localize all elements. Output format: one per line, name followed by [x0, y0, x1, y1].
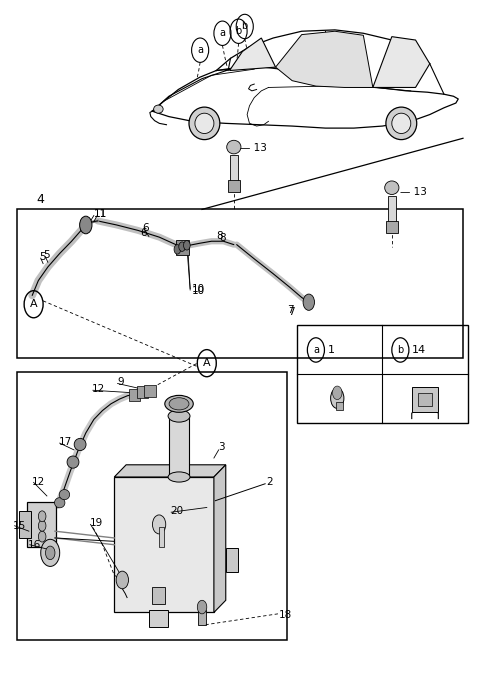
Bar [158, 527, 164, 548]
Text: A: A [30, 299, 37, 309]
Circle shape [38, 531, 46, 542]
Circle shape [46, 546, 55, 559]
Bar [176, 240, 189, 255]
Text: 7: 7 [288, 305, 294, 316]
Text: 7: 7 [288, 307, 295, 317]
Circle shape [153, 515, 166, 534]
Circle shape [197, 600, 207, 614]
Text: 3: 3 [219, 441, 225, 451]
Ellipse shape [331, 388, 344, 408]
Circle shape [116, 571, 129, 589]
Ellipse shape [392, 113, 411, 133]
Text: 17: 17 [59, 436, 72, 447]
Ellipse shape [168, 410, 190, 422]
Polygon shape [373, 37, 430, 87]
Bar [386, 221, 397, 233]
Text: 6: 6 [140, 228, 147, 238]
Text: 20: 20 [170, 506, 183, 516]
Ellipse shape [227, 140, 241, 154]
Text: 15: 15 [13, 520, 26, 531]
FancyBboxPatch shape [19, 511, 31, 538]
Text: — 13: — 13 [240, 143, 267, 154]
Text: 8: 8 [219, 233, 226, 243]
Ellipse shape [384, 181, 399, 195]
Bar [144, 385, 156, 397]
Bar [129, 389, 140, 401]
Circle shape [38, 511, 46, 522]
Text: 4: 4 [36, 193, 44, 206]
Text: 18: 18 [279, 609, 292, 619]
Text: 8: 8 [216, 232, 223, 242]
Ellipse shape [195, 113, 214, 133]
Ellipse shape [55, 498, 65, 508]
Text: 11: 11 [94, 209, 107, 219]
Bar [228, 180, 240, 193]
Circle shape [80, 217, 92, 234]
Text: 1: 1 [328, 345, 335, 355]
Text: a: a [219, 28, 226, 38]
FancyBboxPatch shape [412, 387, 438, 412]
Circle shape [41, 540, 60, 566]
Text: 14: 14 [412, 345, 426, 355]
Polygon shape [214, 465, 226, 613]
Text: 11: 11 [94, 209, 107, 219]
Text: — 13: — 13 [400, 187, 427, 197]
Text: 9: 9 [118, 377, 124, 387]
Ellipse shape [67, 456, 79, 468]
FancyBboxPatch shape [198, 610, 206, 625]
Ellipse shape [165, 395, 193, 413]
Circle shape [333, 386, 342, 400]
Circle shape [179, 242, 185, 251]
Ellipse shape [74, 438, 86, 451]
Text: 10: 10 [192, 284, 205, 294]
Bar [418, 393, 432, 406]
Ellipse shape [154, 105, 163, 113]
Text: 12: 12 [32, 477, 46, 487]
Bar [388, 196, 396, 223]
Text: b: b [397, 345, 404, 355]
Polygon shape [229, 38, 276, 70]
FancyBboxPatch shape [226, 548, 238, 572]
Polygon shape [114, 465, 226, 477]
FancyBboxPatch shape [169, 416, 189, 477]
Ellipse shape [169, 398, 189, 410]
Text: 2: 2 [266, 477, 273, 488]
Text: 16: 16 [28, 540, 41, 550]
FancyBboxPatch shape [149, 611, 168, 628]
Ellipse shape [168, 472, 190, 482]
Text: a: a [197, 45, 203, 55]
Circle shape [303, 294, 314, 310]
Ellipse shape [189, 107, 220, 139]
Bar [336, 402, 343, 410]
FancyBboxPatch shape [27, 502, 56, 547]
Text: 5: 5 [39, 252, 46, 262]
Polygon shape [276, 31, 373, 87]
FancyBboxPatch shape [114, 477, 214, 613]
Text: b: b [236, 26, 242, 36]
Bar [230, 155, 238, 182]
Circle shape [174, 245, 180, 254]
Text: 5: 5 [43, 251, 50, 260]
Text: 19: 19 [90, 518, 103, 528]
Text: 12: 12 [92, 384, 105, 394]
Text: 10: 10 [192, 285, 205, 296]
Circle shape [38, 520, 46, 531]
Bar [152, 587, 166, 604]
Circle shape [183, 240, 190, 250]
Text: b: b [241, 21, 248, 31]
Text: a: a [313, 345, 319, 355]
Ellipse shape [59, 490, 70, 500]
Text: A: A [203, 358, 211, 368]
Bar [137, 386, 148, 398]
Ellipse shape [386, 107, 417, 139]
Text: 6: 6 [143, 223, 149, 233]
